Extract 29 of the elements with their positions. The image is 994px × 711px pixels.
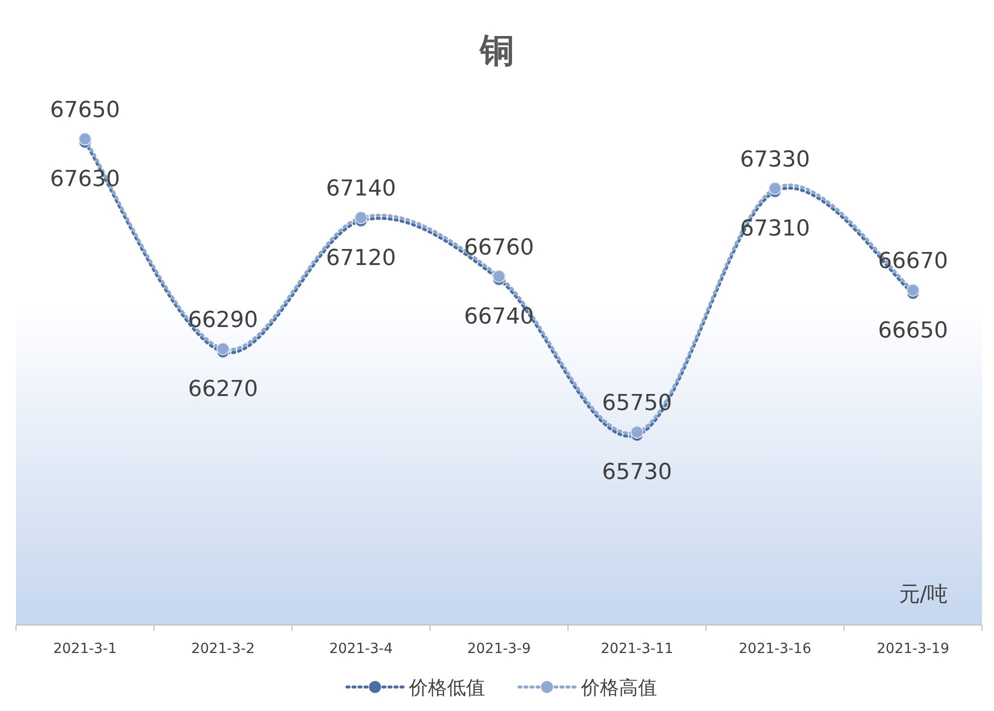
point <box>768 182 782 195</box>
data-label: 67330 <box>740 147 810 172</box>
data-label: 67140 <box>326 176 396 202</box>
data-label: 67120 <box>326 246 396 271</box>
chart-title: 铜 <box>478 31 514 71</box>
legend-label: 价格低值 <box>408 677 485 699</box>
x-tick-label: 2021-3-2 <box>191 641 255 657</box>
x-tick-label: 2021-3-9 <box>467 641 531 657</box>
data-label: 66290 <box>188 308 258 333</box>
x-tick-label: 2021-3-16 <box>738 641 812 657</box>
point <box>354 211 368 224</box>
x-tick-label: 2021-3-1 <box>53 641 117 657</box>
x-tick-label: 2021-3-4 <box>329 641 393 657</box>
x-tick-label: 2021-3-11 <box>600 641 674 657</box>
data-label: 65750 <box>602 391 672 416</box>
data-label: 66270 <box>188 376 258 402</box>
data-label: 66740 <box>464 304 534 330</box>
data-label: 66760 <box>464 235 534 260</box>
data-label: 65730 <box>602 460 672 486</box>
annotation: 元/吨 <box>898 582 948 606</box>
x-tick-label: 2021-3-19 <box>876 641 950 657</box>
point <box>630 426 644 439</box>
data-label: 66650 <box>878 318 948 344</box>
data-label: 67650 <box>50 98 120 123</box>
point <box>906 284 920 297</box>
point <box>78 132 92 146</box>
point <box>216 342 230 356</box>
legend-label: 价格高值 <box>580 677 657 699</box>
point <box>492 270 506 283</box>
